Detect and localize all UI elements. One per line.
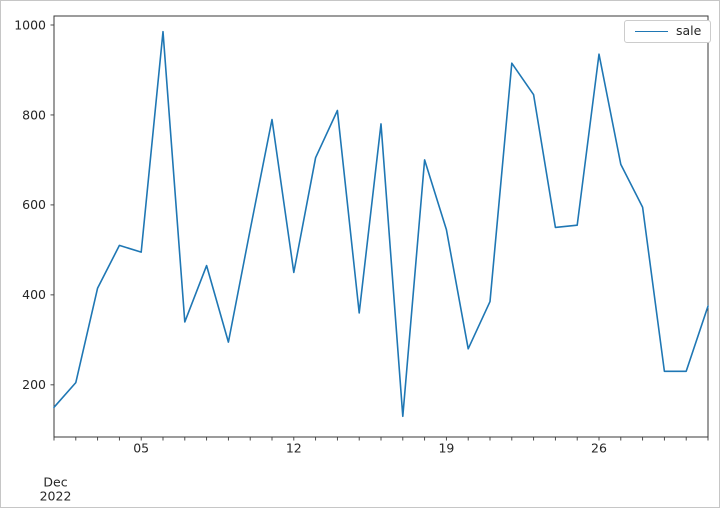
series-line-sale (53, 30, 709, 418)
x-month-label: Dec (43, 475, 67, 490)
legend-line-sample-icon (635, 31, 668, 32)
legend: sale (624, 20, 712, 43)
y-tick-label: 800 (22, 107, 46, 122)
y-tick-label: 600 (22, 197, 46, 212)
y-tick-label: 1000 (14, 17, 46, 32)
x-tick-label: 05 (133, 441, 149, 456)
y-tick-label: 200 (22, 377, 46, 392)
legend-label: sale (676, 23, 702, 39)
x-tick-label: 26 (591, 441, 607, 456)
x-tick-label: 12 (286, 441, 302, 456)
plot-frame (53, 15, 709, 438)
x-year-label: 2022 (40, 489, 72, 504)
x-tick-label: 19 (438, 441, 454, 456)
y-tick-label: 400 (22, 287, 46, 302)
